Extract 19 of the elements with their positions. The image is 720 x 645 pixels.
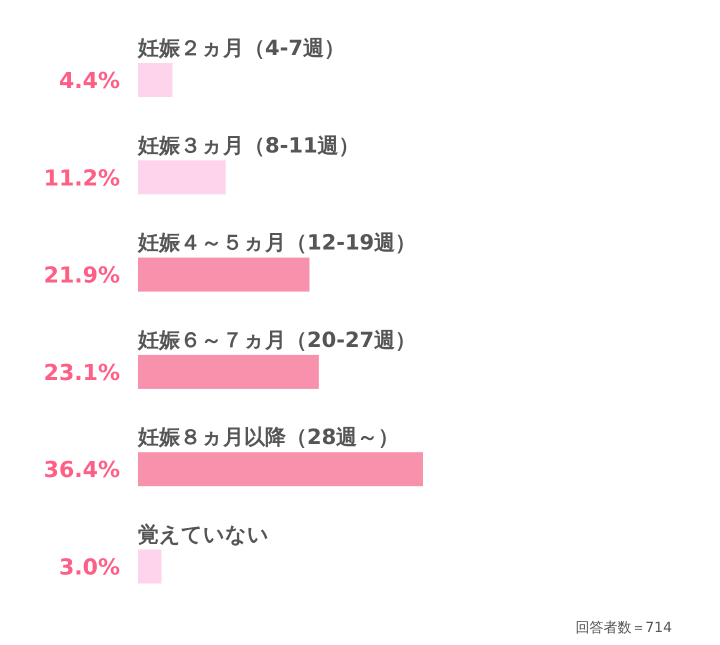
bar <box>138 63 172 97</box>
y-tick-label: 妊娠２ヵ月（4-7週） <box>137 36 345 60</box>
y-tick-label: 覚えていない <box>138 522 269 546</box>
data-label: 11.2% <box>44 166 120 192</box>
bar <box>138 354 319 389</box>
text: 回答者数＝714 <box>575 620 672 636</box>
data-label: 3.0% <box>58 556 120 580</box>
bar <box>138 452 423 486</box>
y-tick-label: 妊娠３ヵ月（8-11週） <box>137 133 360 158</box>
data-label: 36.4% <box>44 458 120 484</box>
bar <box>138 550 162 584</box>
data-label: 21.9% <box>44 264 120 289</box>
bar <box>138 258 310 292</box>
y-tick-label: 妊娠８ヵ月以降（28週～） <box>137 425 400 450</box>
bar <box>138 160 226 194</box>
y-tick-label: 妊娠４～５ヵ月（12-19週） <box>137 230 416 255</box>
data-label: 23.1% <box>44 360 120 386</box>
data-label: 4.4% <box>58 69 120 94</box>
y-tick-label: 妊娠６～７ヵ月（20-27週） <box>137 328 416 352</box>
